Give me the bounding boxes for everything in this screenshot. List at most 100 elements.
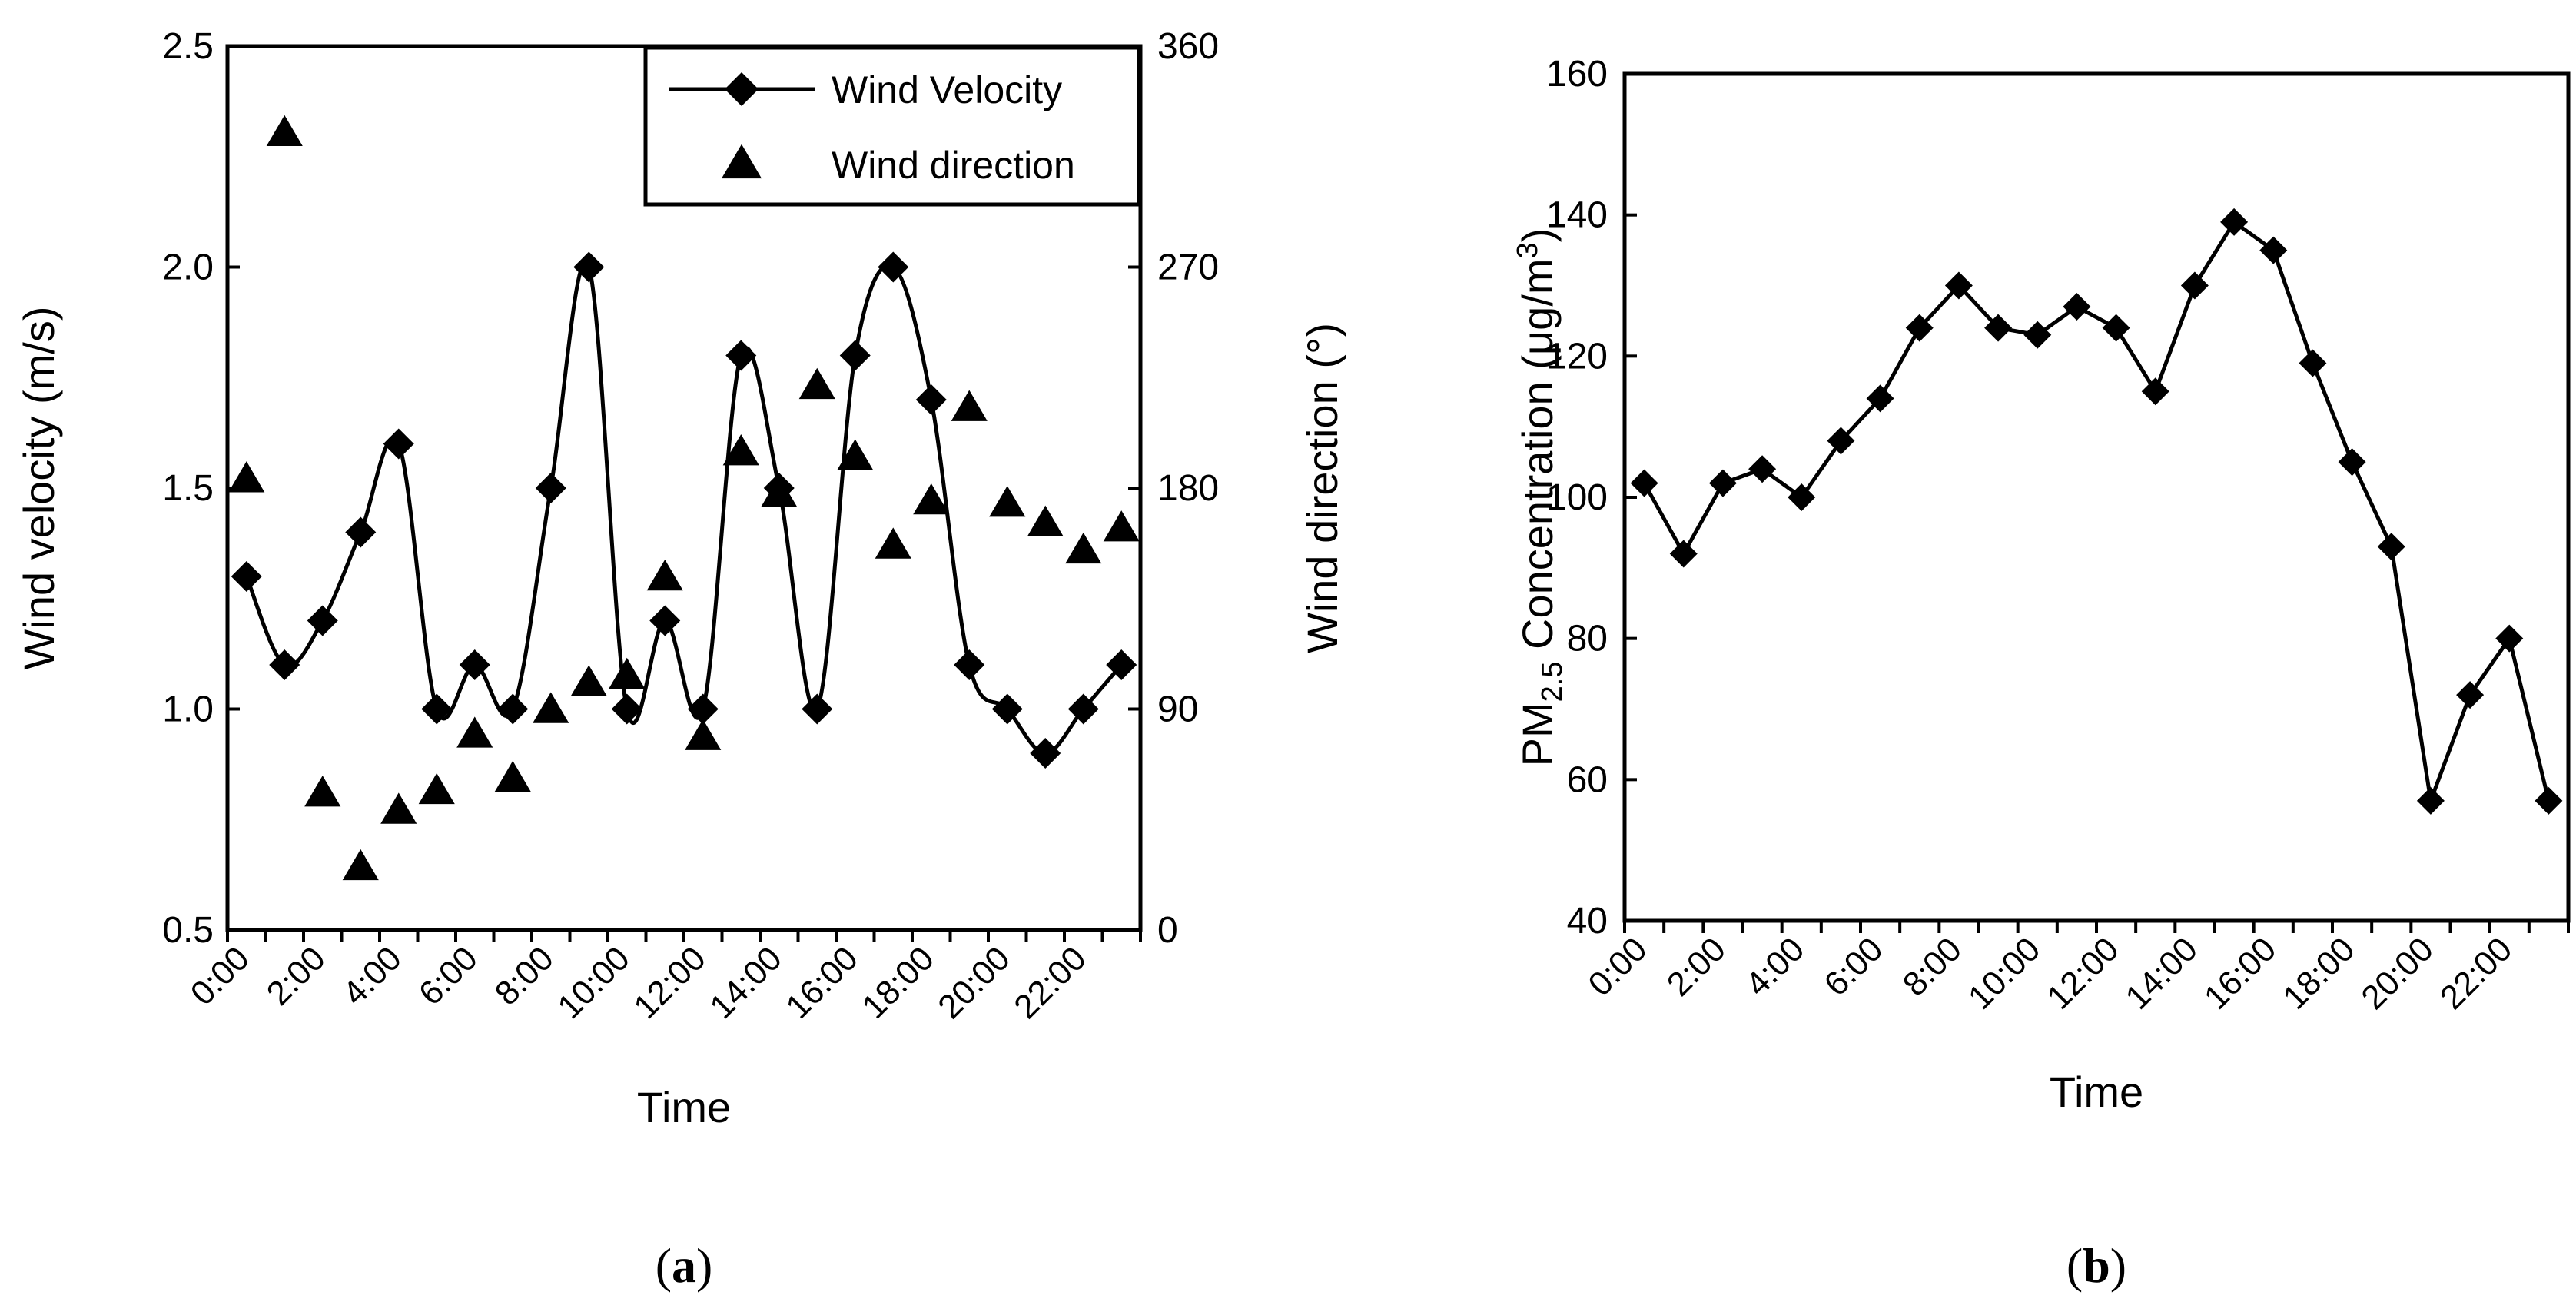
- x-tick-label: 14:00: [2118, 930, 2205, 1017]
- pm25-point: [1788, 483, 1816, 511]
- wind-velocity-point: [535, 473, 566, 503]
- pm25-point: [2259, 236, 2288, 264]
- pm25-point: [2299, 349, 2327, 377]
- pm25-point: [2063, 293, 2091, 321]
- y-axis-label-b: PM2.5 Concentration (μg/m3): [1512, 228, 1569, 767]
- pm25-point: [1748, 455, 1777, 483]
- wind-direction-point: [533, 692, 569, 723]
- x-axis-label-a: Time: [637, 1083, 731, 1131]
- legend-direction-marker: [721, 144, 762, 179]
- x-tick-label: 2:00: [1660, 930, 1733, 1003]
- x-tick-label: 16:00: [2197, 930, 2284, 1017]
- pm25-point: [1984, 314, 2013, 342]
- wind-direction-point: [304, 776, 341, 807]
- pm25-point: [1630, 469, 1658, 497]
- y-tick-label: 2.0: [162, 247, 214, 288]
- pm25-point: [2535, 786, 2563, 815]
- pm25-point: [2220, 208, 2249, 236]
- x-tick-label: 14:00: [702, 939, 789, 1026]
- x-tick-label: 6:00: [1817, 930, 1890, 1003]
- x-tick-label: 4:00: [336, 939, 409, 1012]
- wind-velocity-point: [649, 605, 681, 636]
- y-tick-label: 80: [1567, 619, 1608, 659]
- wind-direction-point: [418, 772, 455, 805]
- x-tick-label: 12:00: [2040, 930, 2126, 1017]
- wind-direction-point: [570, 665, 607, 696]
- pm25-point: [1669, 540, 1698, 568]
- wind-velocity-point: [839, 340, 871, 371]
- wind-velocity-point: [269, 649, 300, 680]
- y-tick-label: 40: [1567, 901, 1608, 942]
- wind-velocity-point: [915, 384, 947, 415]
- x-tick-label: 20:00: [2354, 930, 2441, 1017]
- ylabel-sub: 2.5: [1536, 662, 1569, 702]
- y-tick-label: 2.5: [162, 26, 214, 67]
- wind-direction-point: [989, 486, 1026, 517]
- pm25-point: [2141, 377, 2169, 406]
- left-y-axis-ticks: 0.5 1.0 1.5 2.0 2.5: [162, 26, 240, 951]
- wind-velocity-point: [497, 693, 529, 725]
- wind-velocity-point: [991, 693, 1023, 725]
- wind-direction-point: [837, 439, 874, 470]
- y2-tick-label: 270: [1157, 247, 1219, 288]
- y2-tick-label: 180: [1157, 468, 1219, 509]
- pm25-markers: [1630, 208, 2563, 815]
- panel-letter-a: a: [672, 1238, 696, 1293]
- wind-direction-point: [228, 461, 265, 493]
- x-tick-label: 18:00: [855, 939, 941, 1026]
- x-axis-ticks: 0:00 2:00 4:00 6:00 8:0010:0012:0014:0016:00…: [184, 930, 1142, 1026]
- wind-direction-point: [609, 657, 646, 689]
- wind-direction-point: [761, 476, 798, 507]
- wind-velocity-line: [244, 260, 1124, 756]
- pm25-point: [1866, 384, 1894, 413]
- wind-velocity-point: [1106, 649, 1137, 680]
- pm25-point: [1944, 271, 1973, 300]
- wind-velocity-point: [459, 649, 490, 680]
- y-axis-label-a: Wind velocity (m/s): [15, 307, 63, 670]
- legend-label-direction: Wind direction: [832, 144, 1075, 187]
- ylabel-sup: 3: [1512, 242, 1544, 258]
- pm25-point: [2180, 271, 2209, 300]
- x-tick-label: 10:00: [550, 939, 637, 1026]
- x-tick-label: 22:00: [1007, 939, 1094, 1026]
- wind-direction-point: [913, 483, 950, 515]
- wind-direction-point: [266, 115, 303, 147]
- wind-direction-point: [798, 367, 835, 400]
- panel-label-a: (a): [656, 1238, 713, 1293]
- panel-label-b: (b): [2066, 1238, 2126, 1293]
- wind-direction-point: [1065, 532, 1102, 564]
- wind-velocity-markers: [231, 251, 1137, 769]
- legend-velocity-marker: [725, 72, 759, 106]
- y2-tick-label: 360: [1157, 26, 1219, 67]
- pm25-line: [1642, 219, 2551, 809]
- wind-velocity-point: [725, 340, 757, 371]
- wind-direction-point: [342, 849, 379, 881]
- wind-direction-point: [1103, 510, 1140, 542]
- wind-direction-point: [494, 760, 531, 792]
- y-tick-label: 140: [1546, 195, 1608, 236]
- x-tick-label: 10:00: [1961, 930, 2048, 1017]
- y-tick-label: 1.0: [162, 689, 214, 730]
- pm25-point: [2102, 314, 2130, 342]
- pm25-point: [1827, 427, 1855, 455]
- wind-velocity-point: [231, 561, 262, 592]
- x-tick-label: 8:00: [1896, 930, 1969, 1003]
- wind-velocity-point: [878, 251, 909, 283]
- wind-direction-point: [380, 792, 417, 824]
- wind-direction-point: [685, 719, 722, 750]
- wind-direction-markers: [228, 115, 1140, 881]
- pm25-point: [1708, 469, 1737, 497]
- wind-direction-point: [951, 390, 988, 421]
- wind-velocity-point: [611, 693, 642, 725]
- wind-velocity-point: [307, 605, 338, 636]
- y-tick-label: 60: [1567, 759, 1608, 800]
- x-tick-label: 4:00: [1738, 930, 1811, 1003]
- y2-axis-label-a: Wind direction (°): [1298, 323, 1346, 653]
- wind-velocity-point: [1067, 693, 1099, 725]
- y-tick-label: 100: [1546, 477, 1608, 518]
- ylabel-rest: Concentration (μg/m: [1513, 258, 1562, 661]
- y-tick-label: 1.5: [162, 468, 214, 509]
- wind-velocity-point: [345, 516, 377, 548]
- wind-direction-point: [456, 716, 493, 748]
